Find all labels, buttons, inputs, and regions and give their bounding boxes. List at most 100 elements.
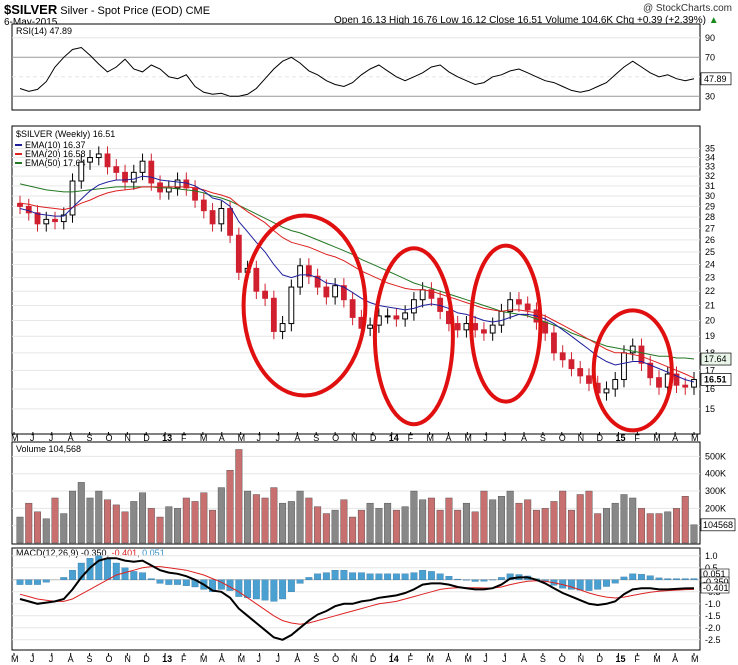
month-label: S	[87, 433, 93, 443]
month-label: F	[408, 433, 414, 443]
volume-bar	[322, 513, 330, 544]
price-tick-label: 28	[705, 212, 715, 222]
volume-bar	[427, 497, 435, 544]
rsi-tick-label: 30	[705, 91, 715, 101]
volume-bar	[270, 487, 278, 544]
price-candle-body	[507, 299, 514, 312]
volume-bar	[392, 509, 400, 544]
macd-histogram-bar	[638, 574, 645, 580]
macd-histogram-bar	[182, 579, 190, 586]
price-candle-body	[682, 384, 689, 388]
price-candle-body	[454, 323, 461, 331]
macd-histogram-bar	[42, 579, 50, 583]
price-label: 17.64	[704, 354, 727, 364]
macd-histogram-bar	[235, 579, 243, 597]
volume-bar	[112, 504, 120, 544]
macd-histogram-bar	[209, 579, 217, 592]
macd-histogram-bar	[357, 572, 365, 580]
month-label: M	[238, 654, 246, 664]
ema20-line	[19, 186, 695, 379]
volume-bar	[559, 490, 567, 544]
macd-histogram-bar	[480, 579, 488, 582]
volume-bar	[209, 509, 217, 544]
month-label: J	[275, 654, 280, 664]
symbol-label: $SILVER	[4, 2, 58, 17]
month-label: M	[200, 654, 208, 664]
volume-bar	[410, 490, 418, 544]
volume-bar	[462, 502, 470, 544]
volume-bar	[550, 501, 558, 544]
month-label: O	[105, 654, 112, 664]
volume-bar	[664, 511, 672, 544]
volume-bar	[226, 470, 234, 544]
highlight-circle	[372, 246, 455, 427]
volume-last-value: 104568	[703, 520, 733, 530]
month-label: D	[597, 433, 604, 443]
volume-bar	[515, 502, 523, 544]
month-label: S	[313, 433, 319, 443]
month-label: A	[672, 654, 678, 664]
price-candle-body	[95, 153, 102, 159]
volume-bar	[454, 509, 462, 544]
volume-bar	[42, 518, 50, 544]
macd-histogram-bar	[629, 573, 637, 580]
price-candle-body	[577, 368, 584, 377]
price-tick-label: 22	[705, 286, 715, 296]
month-label: A	[68, 433, 74, 443]
month-label: S	[540, 654, 546, 664]
month-label: F	[634, 654, 640, 664]
volume-bar	[690, 524, 698, 544]
macd-histogram-bar	[305, 577, 313, 580]
volume-bar	[646, 513, 654, 544]
price-tick-label: 27	[705, 223, 715, 233]
macd-histogram-bar	[392, 573, 400, 580]
volume-bar	[174, 508, 182, 544]
volume-bar	[191, 501, 199, 544]
price-candle-body	[192, 187, 198, 201]
highlight-circle	[469, 243, 543, 404]
price-candle-body	[542, 321, 549, 334]
macd-histogram-bar	[279, 579, 287, 600]
volume-bar	[147, 508, 155, 544]
volume-bar	[287, 501, 295, 544]
month-label: O	[105, 433, 112, 443]
macd-value-label: -0.350	[703, 577, 729, 587]
rsi-last-value: 47.89	[704, 74, 727, 84]
volume-bar	[139, 492, 147, 544]
macd-histogram-bar	[104, 558, 111, 580]
rsi-line	[19, 46, 695, 97]
month-label: J	[30, 654, 35, 664]
exchange-label: CME	[185, 5, 211, 17]
price-candle-body	[410, 299, 417, 314]
volume-bar	[567, 509, 575, 544]
macd-histogram-bar	[147, 578, 155, 580]
month-label: 14	[389, 433, 399, 443]
month-label: M	[11, 433, 19, 443]
price-candle-body	[323, 286, 330, 298]
price-tick-label: 31	[705, 181, 715, 191]
price-candle-body	[647, 362, 654, 379]
macd-histogram-bar	[331, 570, 339, 580]
price-label-box	[700, 373, 732, 386]
volume-bar	[419, 499, 427, 544]
macd-histogram-bar	[139, 572, 146, 580]
volume-bar	[305, 497, 313, 544]
price-candle-body	[200, 199, 207, 212]
legend-label: EMA(20) 16.58	[25, 149, 86, 159]
macd-histogram-bar	[340, 570, 348, 580]
price-candle-body	[43, 218, 50, 225]
volume-bar	[673, 508, 680, 544]
month-label: O	[559, 433, 566, 443]
macd-tick-label: -2.5	[705, 635, 721, 645]
price-label-box	[700, 352, 732, 366]
month-label: D	[143, 654, 150, 664]
macd-histogram-bar	[655, 577, 663, 580]
month-label: N	[124, 433, 131, 443]
price-tick-label: 25	[705, 247, 715, 257]
month-label: 14	[389, 654, 399, 664]
macd-histogram-bar	[375, 573, 383, 580]
month-label: M	[11, 654, 19, 664]
macd-title-hist: 0.051	[142, 548, 165, 558]
month-label: M	[464, 433, 472, 443]
volume-bar	[69, 490, 77, 544]
